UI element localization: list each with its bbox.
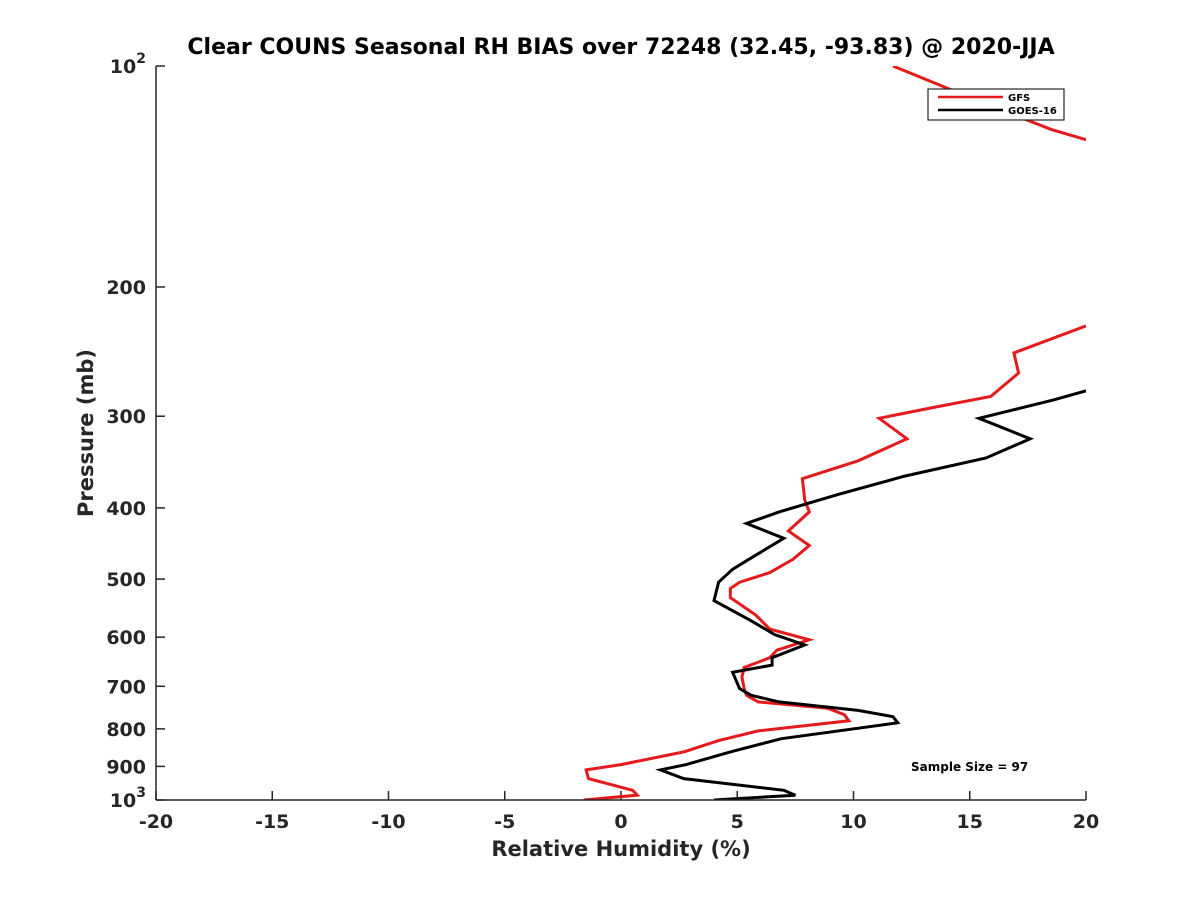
y-tick-label: 900 [106, 756, 146, 778]
series-line-gfs [583, 324, 1086, 800]
legend: GFS GOES-16 [927, 88, 1065, 121]
x-tick-label: 5 [731, 811, 744, 833]
series-line-goes16 [655, 389, 1086, 800]
y-tick-label: 400 [106, 498, 146, 520]
x-tick-label: -15 [255, 811, 289, 833]
legend-label-gfs: GFS [1008, 93, 1030, 104]
chart-title: Clear COUNS Seasonal RH BIAS over 72248 … [187, 35, 1054, 60]
x-tick-label: 20 [1073, 811, 1099, 833]
y-axis-ticks: 102 200 300 400 500 600 700 800 900 103 [106, 51, 165, 812]
y-tick-label: 500 [106, 569, 146, 591]
y-tick-label: 700 [106, 676, 146, 698]
y-tick-label: 800 [106, 719, 146, 741]
y-axis-label: Pressure (mb) [74, 349, 98, 517]
sample-size-annotation: Sample Size = 97 [911, 760, 1028, 774]
legend-label-goes16: GOES-16 [1008, 106, 1057, 117]
x-tick-label: -10 [371, 811, 405, 833]
y-tick-label: 103 [110, 785, 146, 812]
x-tick-label: 15 [957, 811, 983, 833]
y-tick-label: 600 [106, 627, 146, 649]
legend-box [927, 88, 1065, 121]
y-tick-label: 300 [106, 406, 146, 428]
x-tick-label: 10 [840, 811, 866, 833]
y-tick-label: 200 [106, 277, 146, 299]
x-axis-ticks: -20 -15 -10 -5 0 5 10 15 20 [139, 791, 1099, 833]
x-tick-label: -5 [494, 811, 515, 833]
y-tick-label: 102 [110, 51, 146, 78]
x-axis-label: Relative Humidity (%) [491, 837, 750, 861]
x-tick-label: -20 [139, 811, 173, 833]
plot-area [156, 66, 1086, 800]
x-tick-label: 0 [614, 811, 627, 833]
